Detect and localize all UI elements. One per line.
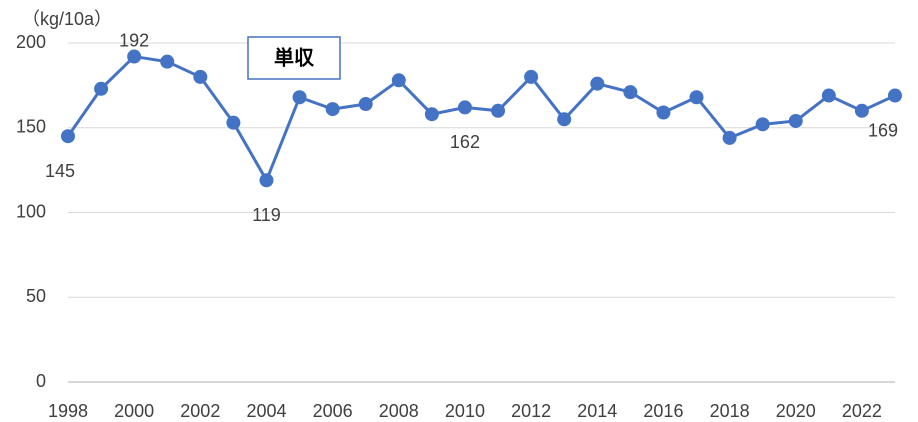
y-tick-label: 150: [16, 117, 46, 137]
data-label: 145: [45, 161, 75, 181]
point: [325, 102, 340, 117]
point: [590, 76, 605, 91]
x-tick-label: 2016: [643, 401, 683, 421]
point: [127, 49, 142, 64]
y-tick-label: 200: [16, 32, 46, 52]
point: [557, 112, 572, 127]
point: [722, 130, 737, 145]
point: [193, 69, 208, 84]
x-tick-label: 2000: [114, 401, 154, 421]
point: [656, 105, 671, 120]
point: [61, 129, 75, 144]
point: [623, 85, 638, 100]
point: [226, 115, 241, 130]
point: [854, 103, 869, 118]
point: [160, 54, 175, 69]
point: [524, 69, 539, 84]
point: [821, 88, 836, 103]
point: [259, 173, 274, 188]
x-tick-label: 2006: [313, 401, 353, 421]
x-tick-label: 2022: [842, 401, 882, 421]
y-tick-label: 50: [26, 286, 46, 306]
point: [358, 97, 373, 112]
data-label: 192: [119, 30, 149, 50]
point: [391, 73, 406, 88]
y-axis-label: （kg/10a）: [22, 9, 112, 29]
x-tick-label: 2004: [246, 401, 286, 421]
legend-box: [247, 36, 341, 80]
point: [788, 113, 803, 128]
x-tick-label: 1998: [48, 401, 88, 421]
point: [94, 81, 109, 96]
x-tick-label: 2020: [776, 401, 816, 421]
point: [755, 117, 770, 132]
x-tick-label: 2008: [379, 401, 419, 421]
x-tick-label: 2002: [180, 401, 220, 421]
point: [424, 107, 439, 122]
legend-label: 単収: [274, 45, 315, 69]
point: [491, 103, 506, 118]
y-tick-label: 0: [36, 371, 46, 391]
data-label: 119: [252, 205, 281, 225]
point: [689, 90, 704, 105]
x-tick-label: 2010: [445, 401, 485, 421]
x-tick-label: 2012: [511, 401, 551, 421]
y-tick-label: 100: [16, 201, 46, 221]
data-label: 162: [450, 132, 480, 152]
x-tick-label: 2014: [577, 401, 617, 421]
x-tick-label: 2018: [710, 401, 750, 421]
data-label: 169: [868, 120, 898, 140]
series-line: [66, 54, 896, 184]
point: [292, 90, 307, 105]
point: [888, 88, 902, 103]
point: [457, 100, 472, 115]
